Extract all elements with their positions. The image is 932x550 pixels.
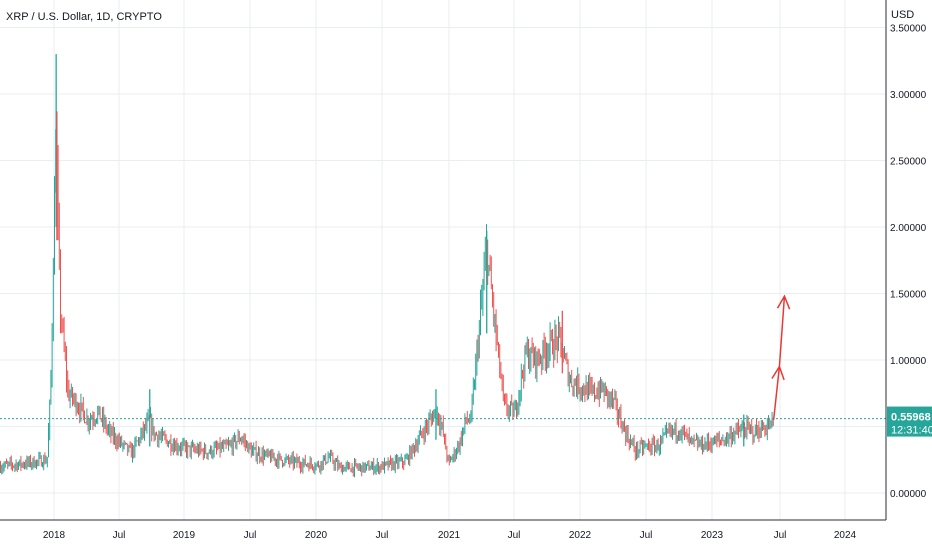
price-tick-label: 2.00000 (890, 223, 927, 234)
grid-lines (0, 0, 886, 520)
time-tick-label: 2023 (701, 530, 724, 541)
time-tick-label: 2024 (834, 530, 857, 541)
time-tick-label: 2022 (569, 530, 592, 541)
candlestick-series (0, 54, 774, 478)
last-price-badge: 0.55968 12:31:40 (887, 406, 932, 437)
price-tick-label: 0.00000 (890, 489, 927, 500)
drawn-arrow[interactable] (771, 364, 785, 420)
time-axis-panel[interactable] (0, 520, 932, 550)
time-tick-label: 2019 (173, 530, 196, 541)
time-tick-label: 2018 (43, 530, 66, 541)
time-axis: 2018 Jul 2019 Jul 2020 Jul 2021 Jul 2022 Jul 2023 J… (43, 530, 857, 541)
time-tick-label: Jul (376, 530, 389, 541)
last-price-value: 0.55968 (891, 412, 931, 424)
price-tick-label: 2.50000 (890, 157, 927, 168)
symbol-title[interactable]: XRP / U.S. Dollar, 1D, CRYPTO (6, 11, 162, 23)
time-tick-label: Jul (640, 530, 653, 541)
time-tick-label: 2020 (305, 530, 328, 541)
price-tick-label: 1.50000 (890, 290, 927, 301)
drawn-arrows[interactable] (771, 294, 791, 420)
price-tick-label: 3.00000 (890, 90, 927, 101)
price-tick-label: 1.00000 (890, 356, 927, 367)
time-tick-label: Jul (113, 530, 126, 541)
countdown-timer: 12:31:40 (891, 425, 932, 437)
time-tick-label: 2021 (438, 530, 461, 541)
price-tick-label: 3.50000 (890, 24, 927, 35)
price-axis-panel[interactable] (886, 0, 932, 520)
time-tick-label: Jul (774, 530, 787, 541)
drawn-arrow[interactable] (776, 294, 791, 367)
time-tick-label: Jul (244, 530, 257, 541)
currency-label: USD (891, 9, 914, 21)
time-tick-label: Jul (508, 530, 521, 541)
